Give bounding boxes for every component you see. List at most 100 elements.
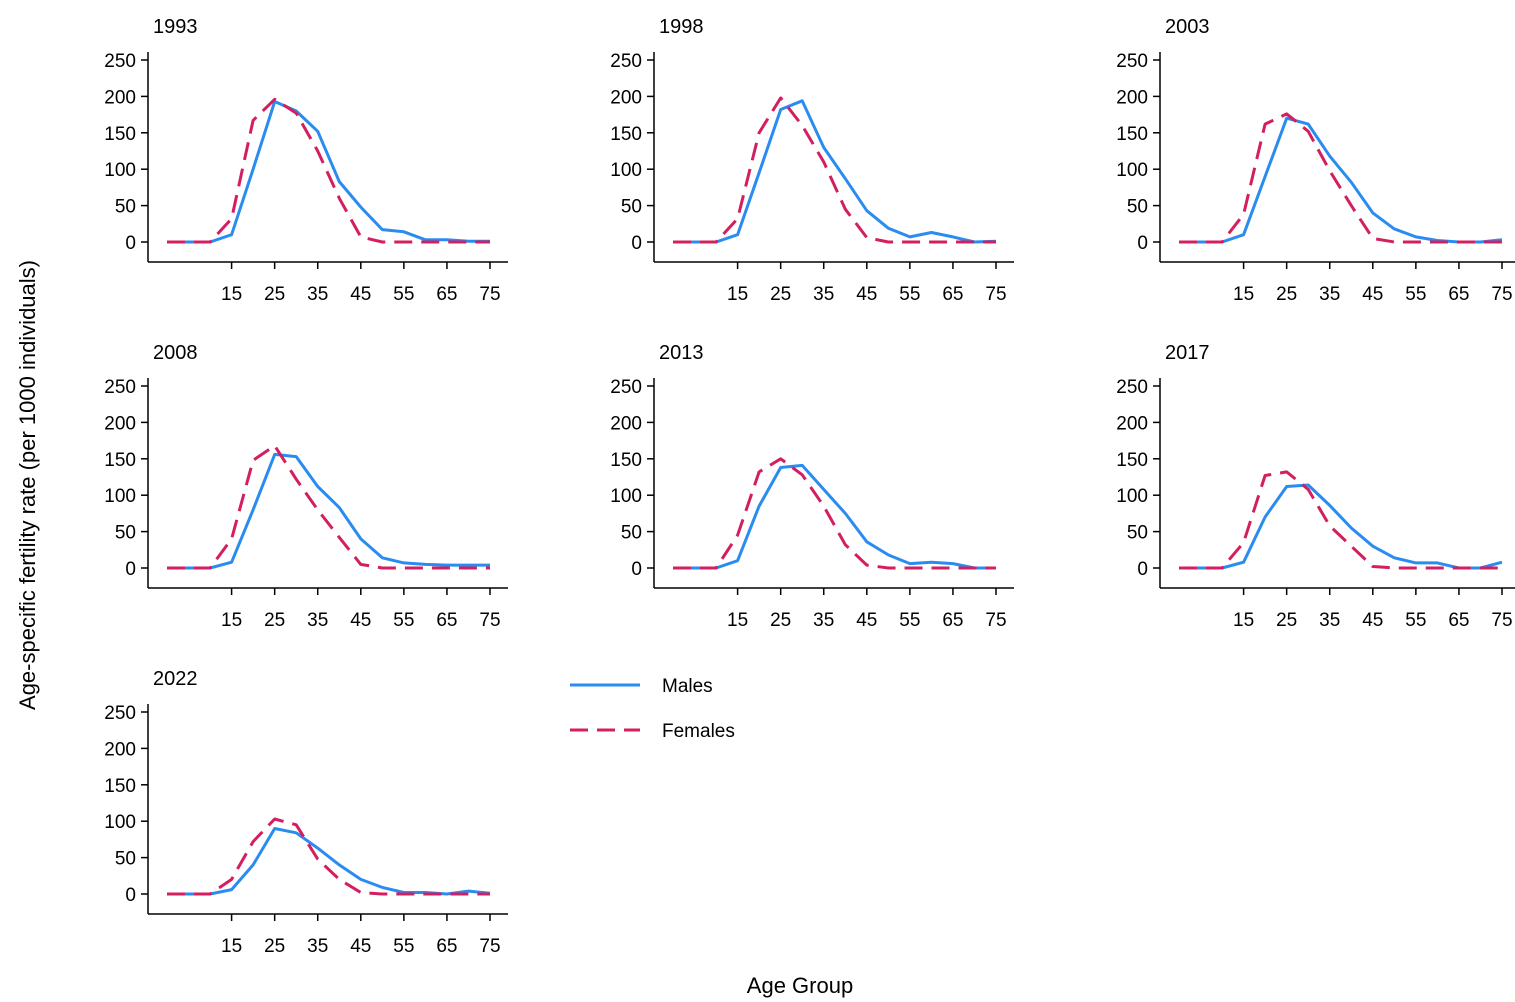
y-tick-label: 200 [104,739,136,760]
x-axis-title: Age Group [747,973,853,998]
x-tick-label: 65 [1448,610,1469,631]
series-line-males [167,452,490,570]
panel-title: 2022 [153,668,198,690]
y-tick-label: 100 [610,486,642,507]
x-tick-label: 75 [1491,610,1512,631]
panel-title: 2008 [153,342,198,364]
y-tick-label: 250 [104,703,136,724]
x-tick-label: 35 [307,936,328,957]
y-tick-label: 150 [1116,124,1148,145]
panel-1998: 1998 0 50 100 150 200 250 15 25 35 45 55 65 75 [610,16,1014,305]
x-tick-label: 55 [899,284,920,305]
x-tick-label: 65 [436,936,457,957]
panel-2013: 2013 0 50 100 150 200 250 15 25 35 45 55 65 75 [610,342,1014,631]
x-tick-label: 45 [350,936,371,957]
x-tick-label: 35 [307,284,328,305]
y-tick-label: 200 [610,87,642,108]
x-tick-label: 55 [1405,610,1426,631]
x-tick-label: 45 [350,284,371,305]
panel-title: 2013 [659,342,704,364]
series-line-females [673,96,996,244]
y-tick-label: 50 [621,197,642,218]
y-tick-label: 150 [610,124,642,145]
panel-title: 2017 [1165,342,1210,364]
x-tick-label: 35 [307,610,328,631]
x-tick-label: 65 [436,610,457,631]
y-tick-label: 200 [610,413,642,434]
x-tick-label: 25 [770,284,791,305]
x-tick-label: 15 [1233,284,1254,305]
y-tick-label: 100 [104,812,136,833]
y-tick-label: 100 [104,486,136,507]
series-line-females [1179,470,1502,570]
y-tick-label: 50 [621,523,642,544]
panel-2017: 2017 0 50 100 150 200 250 15 25 35 45 55 65 75 [1116,342,1515,631]
x-tick-label: 65 [942,610,963,631]
x-tick-label: 35 [813,610,834,631]
x-tick-label: 55 [393,284,414,305]
y-tick-label: 150 [1116,450,1148,471]
x-tick-label: 25 [770,610,791,631]
y-tick-label: 0 [125,233,136,254]
series-line-males [167,100,490,244]
y-tick-label: 150 [610,450,642,471]
x-tick-label: 15 [1233,610,1254,631]
y-tick-label: 50 [115,197,136,218]
y-tick-label: 200 [1116,413,1148,434]
y-axis-title: Age-specific fertility rate (per 1000 in… [15,260,40,710]
x-tick-label: 75 [985,610,1006,631]
series-line-males [167,827,491,896]
x-tick-label: 75 [479,284,500,305]
panel-title: 2003 [1165,16,1210,38]
x-tick-label: 15 [221,284,242,305]
x-tick-label: 45 [856,610,877,631]
panel-title: 1998 [659,16,704,38]
x-tick-label: 75 [1491,284,1512,305]
legend-item-females: Females [570,721,735,742]
legend: Males Females [570,676,735,742]
x-tick-label: 75 [479,610,500,631]
y-tick-label: 250 [610,51,642,72]
y-tick-label: 250 [1116,51,1148,72]
x-tick-label: 25 [264,936,285,957]
x-tick-label: 55 [1405,284,1426,305]
x-tick-label: 15 [221,936,242,957]
y-tick-label: 250 [610,377,642,398]
series-line-females [167,97,490,244]
series-line-males [1179,483,1503,570]
x-tick-label: 35 [1319,610,1340,631]
y-tick-label: 50 [115,523,136,544]
y-tick-label: 0 [631,233,642,254]
y-tick-label: 0 [125,559,136,580]
panel-2022: 2022 0 50 100 150 200 250 15 25 35 45 55 65 75 [104,668,508,957]
legend-label-females: Females [662,721,735,742]
x-tick-label: 15 [727,610,748,631]
y-tick-label: 200 [104,87,136,108]
panel-2003: 2003 0 50 100 150 200 250 15 25 35 45 55 65 75 [1116,16,1515,305]
series-line-males [673,463,996,570]
x-tick-label: 65 [942,284,963,305]
series-line-males [1179,116,1503,244]
panel-1993: 1993 0 50 100 150 200 250 15 25 35 45 55 65 75 [104,16,508,305]
x-tick-label: 25 [264,610,285,631]
x-tick-label: 55 [899,610,920,631]
y-tick-label: 50 [115,849,136,870]
y-tick-label: 0 [631,559,642,580]
panel-2008: 2008 0 50 100 150 200 250 15 25 35 45 55 65 75 [104,342,508,631]
y-tick-label: 0 [1137,559,1148,580]
x-tick-label: 25 [1276,610,1297,631]
y-tick-label: 250 [1116,377,1148,398]
series-line-females [673,457,996,570]
y-tick-label: 0 [1137,233,1148,254]
x-tick-label: 65 [436,284,457,305]
y-tick-label: 100 [610,160,642,181]
y-tick-label: 100 [104,160,136,181]
y-tick-label: 150 [104,450,136,471]
x-tick-label: 25 [1276,284,1297,305]
y-tick-label: 50 [1127,197,1148,218]
x-tick-label: 15 [221,610,242,631]
x-tick-label: 65 [1448,284,1469,305]
x-tick-label: 45 [1362,284,1383,305]
